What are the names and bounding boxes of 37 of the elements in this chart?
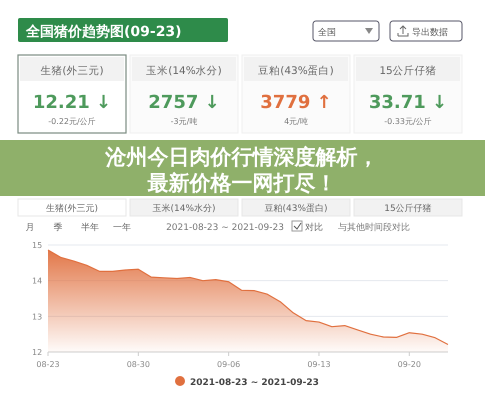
text: 季: [54, 222, 62, 233]
x-tick-label: 09-13: [307, 360, 331, 369]
text: 半年: [81, 222, 99, 233]
text: 15公斤仔猪: [384, 203, 432, 214]
text: 对比: [305, 222, 323, 233]
chart-title: 沧州今日肉价行情深度解析，最新价格一网打尽！: [104, 145, 378, 195]
text: 豆粕(43%蛋白): [264, 203, 328, 214]
y-tick-label: 15: [32, 241, 42, 250]
x-tick-label: 08-30: [126, 360, 150, 369]
text: 15公斤仔猪: [379, 64, 437, 77]
x-tick-label: 08-23: [36, 360, 60, 369]
y-tick-label: 12: [32, 348, 42, 357]
text: 全国: [318, 27, 336, 38]
text: 玉米(14%水分): [152, 203, 216, 214]
text: 33.71 ↓: [368, 92, 448, 113]
text: 月: [26, 223, 34, 233]
text: 生猪(外三元): [46, 203, 98, 214]
y-tick-label: 14: [32, 276, 42, 286]
text: 生猪(外三元): [40, 64, 104, 77]
text: 与其他时间段对比: [338, 222, 410, 233]
text: -3元/吨: [170, 117, 198, 126]
text: 2021-08-23 ~ 2021-09-23: [166, 223, 284, 233]
text: 4元/吨: [284, 117, 308, 126]
x-tick-label: 09-20: [398, 360, 421, 369]
legend-label: 2021-08-23 ~ 2021-09-23: [190, 378, 319, 388]
y-tick-label: 13: [32, 312, 42, 322]
text: 导出数据: [412, 27, 448, 38]
text: 3779 ↑: [260, 92, 332, 113]
text: 2757 ↓: [148, 92, 220, 113]
text: 一年: [113, 222, 131, 233]
text: 玉米(14%水分): [146, 64, 222, 77]
text: 12.21 ↓: [32, 92, 112, 113]
text: -0.22元/公斤: [48, 117, 96, 126]
x-tick-label: 09-06: [217, 360, 240, 369]
text: -0.33元/公斤: [384, 117, 432, 126]
text: 全国猪价趋势图(09-23): [25, 24, 182, 40]
text: 豆粕(43%蛋白): [258, 65, 334, 77]
